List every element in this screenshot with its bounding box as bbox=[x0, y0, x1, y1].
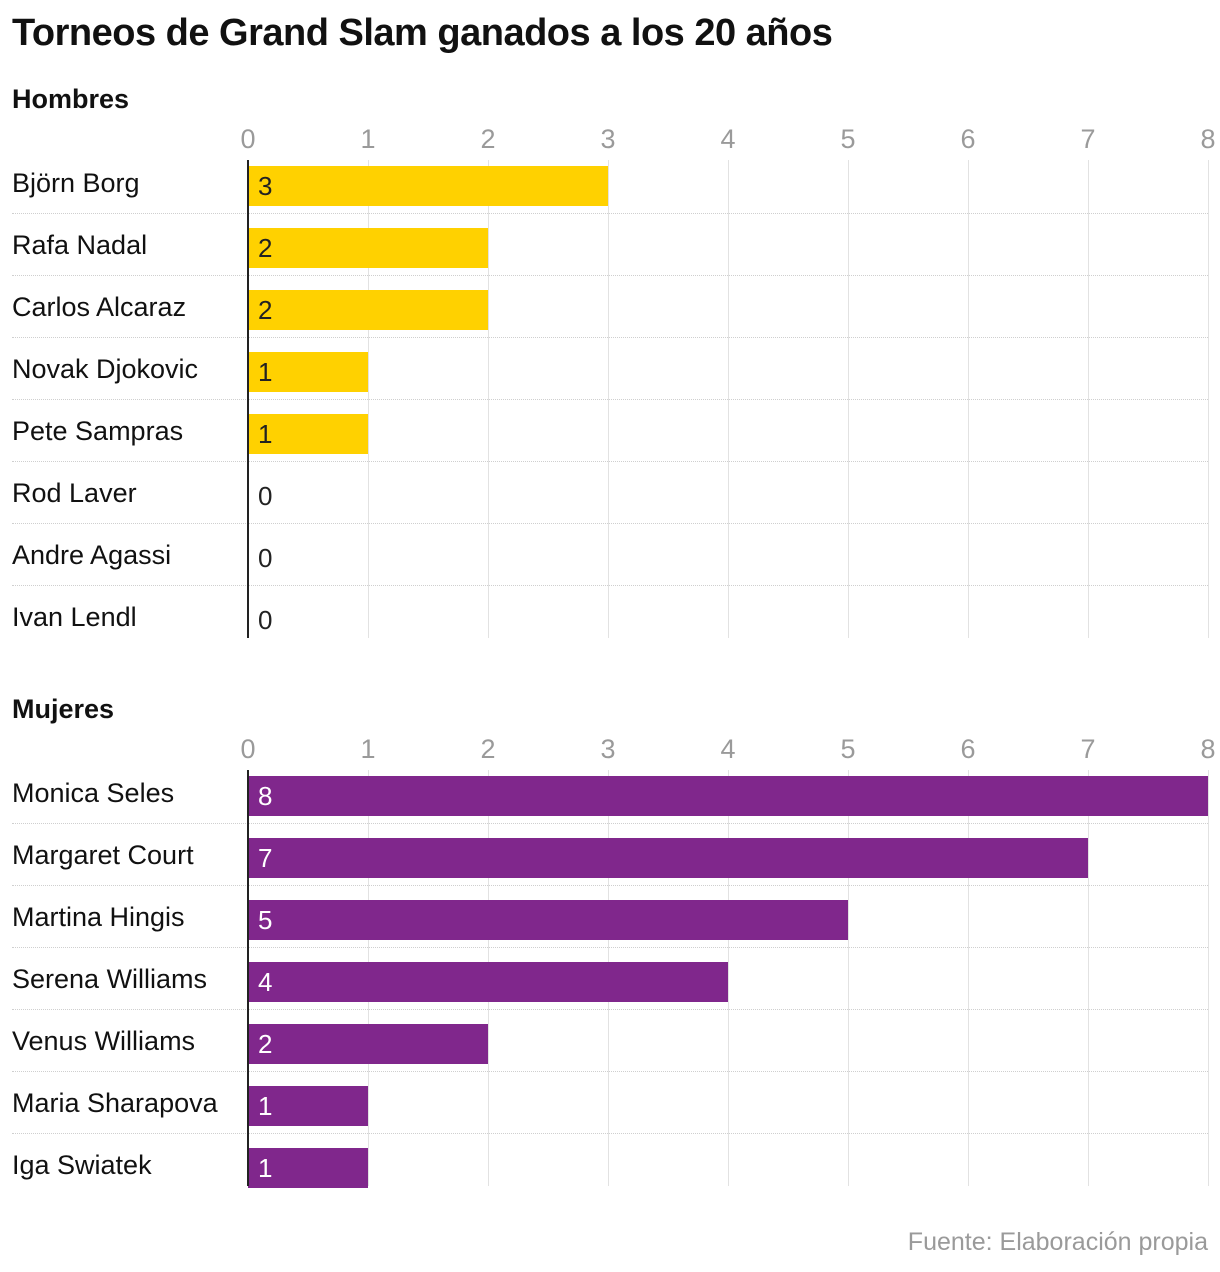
category-label: Venus Williams bbox=[12, 1026, 196, 1056]
gridline bbox=[968, 770, 969, 1186]
bar bbox=[248, 414, 368, 454]
x-tick-label: 2 bbox=[480, 734, 496, 764]
zero-axis-line bbox=[247, 160, 249, 638]
value-label: 4 bbox=[258, 967, 273, 997]
x-tick-label: 8 bbox=[1200, 734, 1216, 764]
gridline bbox=[728, 770, 729, 1186]
x-tick-label: 1 bbox=[360, 734, 376, 764]
bar bbox=[248, 900, 848, 940]
bar bbox=[248, 290, 488, 330]
value-label: 3 bbox=[258, 171, 273, 201]
value-label: 2 bbox=[258, 233, 273, 263]
row-separator bbox=[12, 1009, 1208, 1010]
value-label: 0 bbox=[258, 481, 273, 511]
row-separator bbox=[12, 1071, 1208, 1072]
value-label: 1 bbox=[258, 419, 273, 449]
x-tick-label: 7 bbox=[1080, 734, 1096, 764]
value-label: 1 bbox=[258, 1091, 273, 1121]
gridline bbox=[1208, 770, 1209, 1186]
category-label: Serena Williams bbox=[12, 964, 208, 994]
bar bbox=[248, 1148, 368, 1188]
row-separator bbox=[12, 275, 1208, 276]
value-label: 2 bbox=[258, 1029, 273, 1059]
category-label: Novak Djokovic bbox=[12, 354, 199, 384]
category-label: Margaret Court bbox=[12, 840, 194, 870]
category-label: Björn Borg bbox=[12, 168, 140, 198]
bar bbox=[248, 838, 1088, 878]
x-tick-label: 3 bbox=[600, 124, 616, 154]
bar bbox=[248, 1086, 368, 1126]
men-panel: Hombres 0 1 2 3 4 5 6 7 8 Björn Borg 3 Rafa Nadal 2 C… bbox=[12, 84, 1216, 638]
x-tick-label: 6 bbox=[960, 124, 976, 154]
x-tick-label: 2 bbox=[480, 124, 496, 154]
gridline bbox=[848, 770, 849, 1186]
bar bbox=[248, 352, 368, 392]
row-separator bbox=[12, 1133, 1208, 1134]
bar bbox=[248, 962, 728, 1002]
chart-title: Torneos de Grand Slam ganados a los 20 a… bbox=[12, 12, 833, 54]
bar bbox=[248, 1024, 488, 1064]
x-tick-label: 5 bbox=[840, 124, 856, 154]
gridline bbox=[1088, 770, 1089, 1186]
x-tick-label: 5 bbox=[840, 734, 856, 764]
x-tick-label: 3 bbox=[600, 734, 616, 764]
category-label: Pete Sampras bbox=[12, 416, 184, 446]
category-label: Martina Hingis bbox=[12, 902, 185, 932]
x-tick-label: 0 bbox=[240, 124, 256, 154]
row-separator bbox=[12, 947, 1208, 948]
bar bbox=[248, 166, 608, 206]
row-separator bbox=[12, 337, 1208, 338]
row-separator bbox=[12, 523, 1208, 524]
gridline bbox=[1208, 160, 1209, 638]
panel-title-men: Hombres bbox=[12, 84, 130, 114]
row-separator bbox=[12, 823, 1208, 824]
x-tick-label: 4 bbox=[720, 734, 736, 764]
value-label: 0 bbox=[258, 605, 273, 635]
category-label: Andre Agassi bbox=[12, 540, 172, 570]
category-label: Carlos Alcaraz bbox=[12, 292, 187, 322]
category-label: Ivan Lendl bbox=[12, 602, 137, 632]
category-label: Rod Laver bbox=[12, 478, 137, 508]
value-label: 7 bbox=[258, 843, 273, 873]
row-separator bbox=[12, 399, 1208, 400]
x-tick-label: 4 bbox=[720, 124, 736, 154]
x-tick-label: 0 bbox=[240, 734, 256, 764]
category-label: Monica Seles bbox=[12, 778, 175, 808]
value-label: 1 bbox=[258, 357, 273, 387]
value-label: 1 bbox=[258, 1153, 273, 1183]
row-separator bbox=[12, 461, 1208, 462]
value-label: 5 bbox=[258, 905, 273, 935]
x-tick-label: 6 bbox=[960, 734, 976, 764]
bar bbox=[248, 228, 488, 268]
value-label: 0 bbox=[258, 543, 273, 573]
row-separator bbox=[12, 885, 1208, 886]
category-label: Maria Sharapova bbox=[12, 1088, 218, 1118]
zero-axis-line bbox=[247, 770, 249, 1186]
row-separator bbox=[12, 213, 1208, 214]
source-note: Fuente: Elaboración propia bbox=[907, 1228, 1208, 1256]
bar bbox=[248, 776, 1208, 816]
value-label: 2 bbox=[258, 295, 273, 325]
row-separator bbox=[12, 585, 1208, 586]
women-panel: Mujeres 0 1 2 3 4 5 6 7 8 Monica Seles 8 Margaret C… bbox=[12, 694, 1216, 1188]
x-tick-label: 1 bbox=[360, 124, 376, 154]
x-tick-label: 8 bbox=[1200, 124, 1216, 154]
category-label: Iga Swiatek bbox=[12, 1150, 152, 1180]
panel-title-women: Mujeres bbox=[12, 694, 115, 724]
x-tick-label: 7 bbox=[1080, 124, 1096, 154]
category-label: Rafa Nadal bbox=[12, 230, 148, 260]
value-label: 8 bbox=[258, 781, 273, 811]
